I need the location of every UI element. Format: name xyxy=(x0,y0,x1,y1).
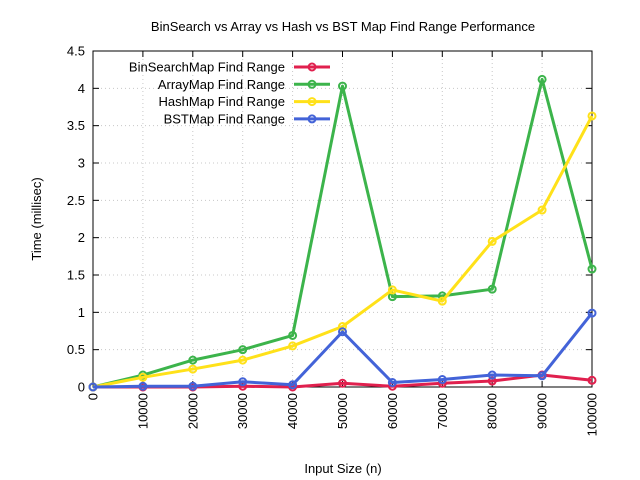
data-point xyxy=(138,381,148,391)
x-tick-label: 70000 xyxy=(435,393,450,429)
x-tick-label: 30000 xyxy=(235,393,250,429)
legend-item: BSTMap Find Range xyxy=(164,111,330,126)
data-point xyxy=(487,284,497,294)
legend-item: BinSearchMap Find Range xyxy=(129,60,330,75)
x-axis-label: Input Size (n) xyxy=(304,461,381,476)
legend-marker xyxy=(307,97,317,107)
data-point xyxy=(587,308,597,318)
data-point xyxy=(238,345,248,355)
legend-marker xyxy=(307,79,317,89)
data-point xyxy=(338,327,347,337)
data-point xyxy=(288,341,298,351)
axes: 0 0.5 1 1.5 2 2.5 3 3.5 4 4.5 0 10000 20000 30000 4000… xyxy=(67,44,600,437)
data-point xyxy=(188,381,198,391)
x-tick-label: 80000 xyxy=(485,393,500,429)
legend-label: BSTMap Find Range xyxy=(164,111,285,126)
legend-item: ArrayMap Find Range xyxy=(158,77,330,92)
series xyxy=(88,74,597,392)
grid xyxy=(93,51,592,387)
legend-label: HashMap Find Range xyxy=(159,94,285,109)
chart-title: BinSearch vs Array vs Hash vs BST Map Fi… xyxy=(151,19,535,34)
data-point xyxy=(587,264,597,274)
data-point xyxy=(188,355,198,365)
x-tick-label: 60000 xyxy=(385,393,400,429)
data-point xyxy=(338,378,347,388)
data-point xyxy=(188,364,198,374)
data-point xyxy=(487,376,497,386)
data-point xyxy=(437,296,447,306)
x-tick-label: 10000 xyxy=(135,393,150,429)
data-point xyxy=(288,380,298,390)
series-line xyxy=(92,115,594,389)
data-point xyxy=(437,375,447,385)
data-point xyxy=(587,111,597,121)
y-tick-label: 3 xyxy=(78,156,85,171)
x-tick-label: 0 xyxy=(86,393,101,400)
y-axis-label: Time (millisec) xyxy=(29,177,44,260)
legend-marker xyxy=(307,62,317,72)
legend-label: BinSearchMap Find Range xyxy=(129,60,285,75)
data-point xyxy=(338,322,347,332)
data-point xyxy=(88,382,98,392)
data-point xyxy=(387,378,397,388)
data-point xyxy=(387,285,397,295)
legend-item: HashMap Find Range xyxy=(159,94,330,109)
data-point xyxy=(338,81,347,91)
legend-marker xyxy=(307,114,317,124)
y-tick-label: 4.5 xyxy=(67,44,85,59)
data-point xyxy=(487,236,497,246)
series-line xyxy=(92,77,594,389)
y-tick-label: 3.5 xyxy=(67,118,85,133)
y-tick-label: 0.5 xyxy=(67,342,85,357)
data-point xyxy=(138,372,148,382)
x-tick-label: 50000 xyxy=(335,393,350,429)
data-point xyxy=(537,371,547,381)
x-tick-label: 90000 xyxy=(535,393,550,429)
legend-label: ArrayMap Find Range xyxy=(158,77,285,92)
legend: BinSearchMap Find Range ArrayMap Find Ran… xyxy=(129,60,330,126)
data-point xyxy=(238,355,248,365)
x-tick-label: 100000 xyxy=(585,393,600,436)
y-tick-label: 2.5 xyxy=(67,193,85,208)
y-tick-label: 2 xyxy=(78,230,85,245)
y-tick-label: 1.5 xyxy=(67,268,85,283)
data-point xyxy=(238,377,248,387)
series-2 xyxy=(88,74,597,392)
data-point xyxy=(288,330,298,340)
y-tick-label: 0 xyxy=(78,380,85,395)
y-tick-label: 1 xyxy=(78,305,85,320)
x-tick-label: 40000 xyxy=(285,393,300,429)
x-tick-label: 20000 xyxy=(185,393,200,429)
data-point xyxy=(537,205,547,215)
data-point xyxy=(537,74,547,84)
series-line xyxy=(92,312,594,389)
series-4 xyxy=(88,308,597,392)
data-point xyxy=(587,375,597,385)
y-tick-label: 4 xyxy=(78,81,85,96)
data-point xyxy=(487,370,497,380)
